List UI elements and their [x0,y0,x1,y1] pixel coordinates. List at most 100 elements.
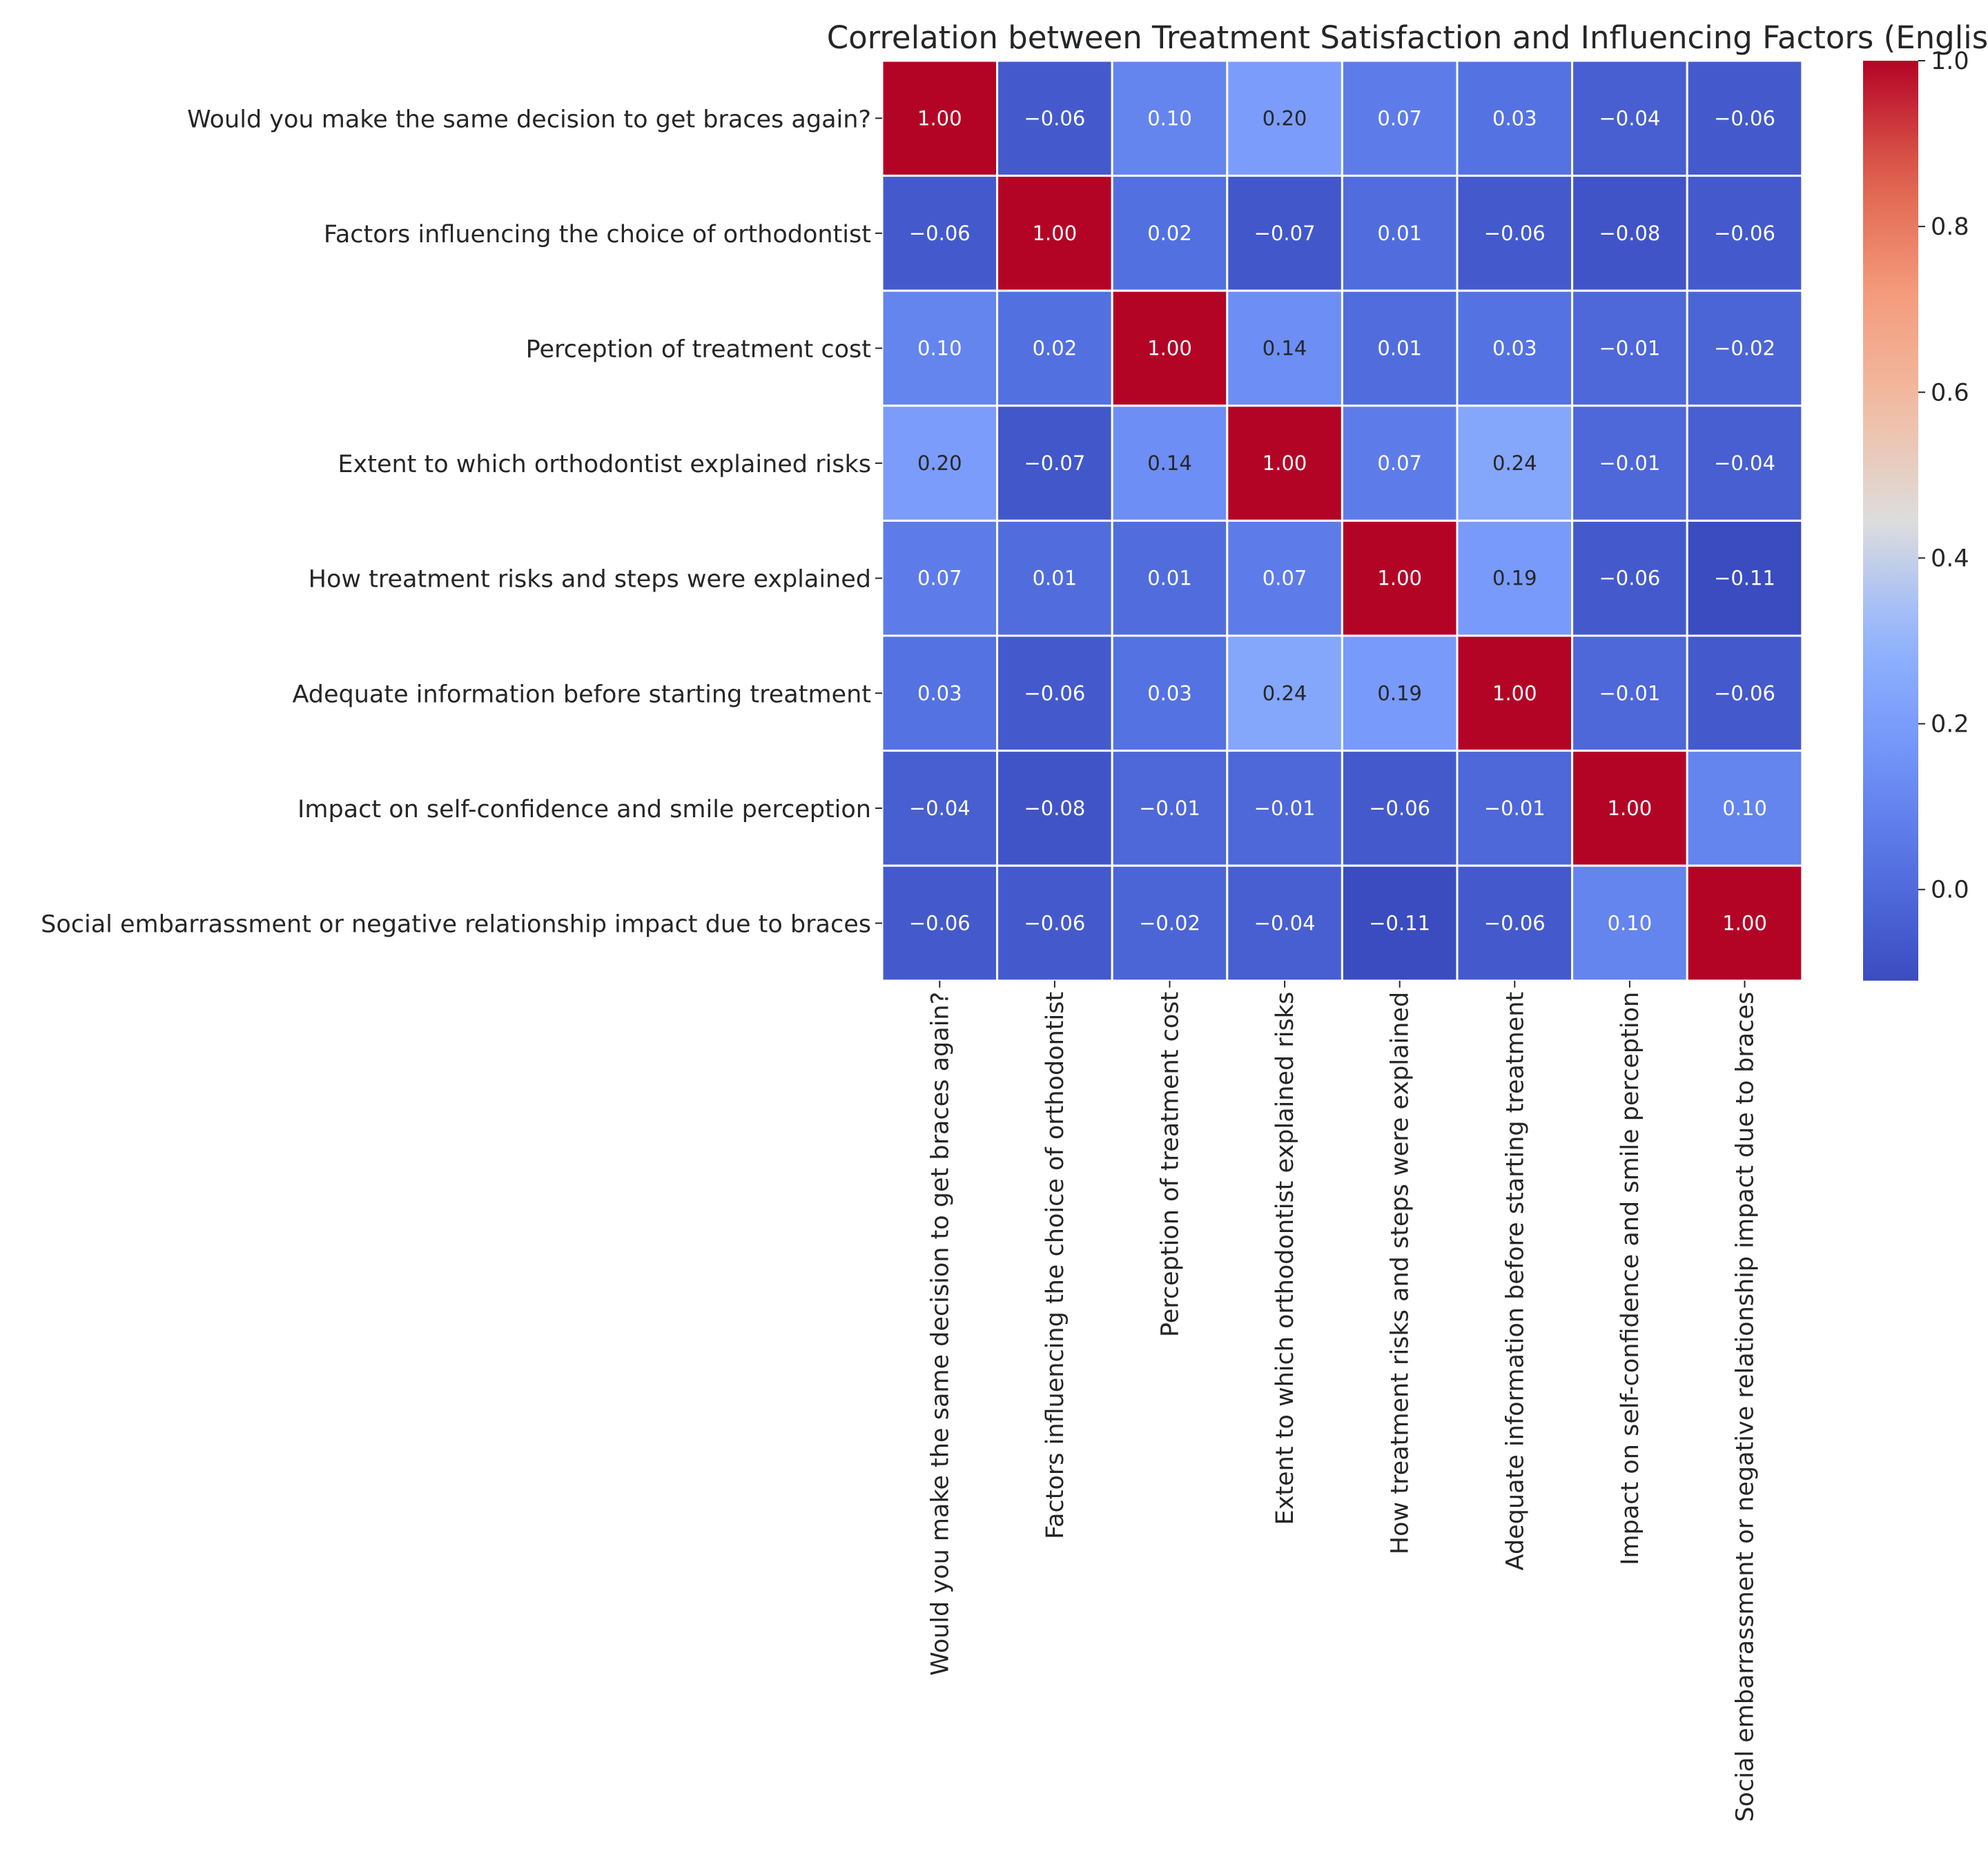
y-tick-label-0: Would you make the same decision to get … [187,106,871,133]
cell-annotation-r4-c7: −0.11 [1714,567,1775,590]
heatmap-cell-r3-c0 [881,404,999,522]
colorbar-tick-label-1: 0.2 [1931,711,1969,739]
heatmap-cell-r5-c5 [1456,634,1574,752]
heatmap-cell-r1-c1 [996,175,1113,292]
cell-annotation-r4-c5: 0.19 [1492,567,1537,590]
cell-annotation-r2-c7: −0.02 [1714,337,1775,360]
cell-annotation-r5-c4: 0.19 [1377,681,1422,705]
cell-annotation-r3-c6: −0.01 [1599,451,1660,475]
x-tick-label-6: Impact on self-confidence and smile perc… [1617,992,1644,1565]
y-axis-labels: Would you make the same decision to get … [41,106,882,939]
cell-annotation-r7-c4: −0.11 [1369,912,1430,935]
cell-annotation-r4-c3: 0.07 [1263,567,1307,590]
cell-annotation-r3-c3: 1.00 [1263,451,1307,475]
cell-annotation-r6-c2: −0.01 [1139,797,1200,820]
heatmap-cell-r5-c2 [1111,634,1229,752]
cell-annotation-r5-c2: 0.03 [1147,681,1192,705]
heatmap-cell-r4-c3 [1226,519,1343,637]
heatmap-cell-r0-c5 [1456,59,1574,177]
cell-annotation-r6-c7: 0.10 [1722,797,1767,820]
cell-annotation-r3-c4: 0.07 [1377,451,1422,475]
heatmap-cell-r2-c1 [996,289,1113,407]
cell-annotation-r5-c6: −0.01 [1599,681,1660,705]
chart-title: Correlation between Treatment Satisfacti… [827,19,1988,56]
cell-annotation-r0-c0: 1.00 [917,106,962,130]
x-tick-label-5: Adequate information before starting tre… [1501,992,1529,1571]
cell-annotation-r6-c4: −0.06 [1369,797,1430,820]
cell-annotation-r3-c2: 0.14 [1147,451,1192,475]
cell-annotation-r0-c7: −0.06 [1714,106,1775,130]
heatmap-cell-r5-c6 [1571,634,1688,752]
cell-annotation-r1-c6: −0.08 [1599,222,1660,245]
colorbar-tick-label-2: 0.4 [1931,545,1969,572]
cell-annotation-r2-c4: 0.01 [1377,337,1422,360]
cell-annotation-r0-c6: −0.04 [1599,106,1660,130]
x-tick-label-2: Perception of treatment cost [1157,992,1185,1337]
heatmap-cell-r3-c3 [1226,404,1343,522]
heatmap-cell-r1-c7 [1686,175,1804,292]
cell-annotation-r6-c1: −0.08 [1024,797,1085,820]
cell-annotation-r7-c5: −0.06 [1484,912,1546,935]
cell-annotation-r6-c6: 1.00 [1608,797,1653,820]
cell-annotation-r7-c7: 1.00 [1722,912,1767,935]
cell-annotation-r6-c3: −0.01 [1254,797,1316,820]
y-tick-label-2: Perception of treatment cost [526,336,871,364]
heatmap-cell-r2-c6 [1571,289,1688,407]
cell-annotation-r1-c3: −0.07 [1254,222,1316,245]
cell-annotation-r3-c7: −0.04 [1714,451,1775,475]
heatmap-cell-r2-c3 [1226,289,1343,407]
cell-annotation-r4-c2: 0.01 [1147,567,1192,590]
heatmap-cell-r5-c7 [1686,634,1804,752]
heatmap-cell-r0-c7 [1686,59,1804,177]
colorbar-tick-label-4: 0.8 [1931,213,1969,241]
cell-annotation-r2-c6: −0.01 [1599,337,1660,360]
colorbar-tick-label-3: 0.6 [1931,379,1969,407]
heatmap-cell-r7-c5 [1456,864,1574,982]
cell-annotation-r0-c3: 0.20 [1263,106,1307,130]
cells-layer [881,59,1804,982]
heatmap-cell-r3-c2 [1111,404,1229,522]
cell-annotation-r1-c5: −0.06 [1484,222,1546,245]
heatmap-cell-r0-c2 [1111,59,1229,177]
y-tick-label-6: Impact on self-confidence and smile perc… [298,796,871,823]
cell-annotation-r5-c1: −0.06 [1024,681,1085,705]
heatmap-cell-r1-c3 [1226,175,1343,292]
heatmap-cell-r3-c6 [1571,404,1688,522]
cell-annotation-r0-c1: −0.06 [1024,106,1085,130]
heatmap-cell-r5-c1 [996,634,1113,752]
x-tick-label-1: Factors influencing the choice of orthod… [1042,992,1069,1539]
heatmap-cell-r7-c3 [1226,864,1343,982]
cell-annotation-r2-c3: 0.14 [1263,337,1307,360]
heatmap-cell-r0-c1 [996,59,1113,177]
heatmap-cell-r6-c0 [881,750,999,867]
heatmap-cell-r2-c7 [1686,289,1804,407]
heatmap-cell-r4-c7 [1686,519,1804,637]
cell-annotation-r6-c0: −0.04 [909,797,971,820]
heatmap-cell-r5-c4 [1341,634,1459,752]
heatmap-cell-r7-c4 [1341,864,1459,982]
cell-annotation-r4-c0: 0.07 [917,567,962,590]
cell-annotation-r2-c5: 0.03 [1492,337,1537,360]
heatmap-cell-r4-c4 [1341,519,1459,637]
cell-annotation-r1-c1: 1.00 [1033,222,1078,245]
x-tick-label-0: Would you make the same decision to get … [926,992,954,1676]
y-tick-label-5: Adequate information before starting tre… [292,681,871,708]
heatmap-cell-r2-c5 [1456,289,1574,407]
heatmap-cell-r3-c4 [1341,404,1459,522]
cell-annotation-r1-c0: −0.06 [909,222,971,245]
colorbar-gradient [1863,61,1918,981]
heatmap-cell-r6-c1 [996,750,1113,867]
cell-annotation-r0-c4: 0.07 [1377,106,1422,130]
y-tick-label-1: Factors influencing the choice of orthod… [324,221,871,248]
heatmap-cell-r6-c7 [1686,750,1804,867]
cell-annotation-r2-c0: 0.10 [917,337,962,360]
cell-annotation-r2-c2: 1.00 [1147,337,1192,360]
x-tick-label-3: Extent to which orthodontist explained r… [1271,992,1299,1525]
cell-annotation-r5-c0: 0.03 [917,681,962,705]
cell-annotation-r2-c1: 0.02 [1033,337,1078,360]
x-axis-labels: Would you make the same decision to get … [926,980,1760,1822]
x-tick-label-4: How treatment risks and steps were expla… [1387,992,1414,1554]
cell-annotation-r7-c6: 0.10 [1608,912,1653,935]
